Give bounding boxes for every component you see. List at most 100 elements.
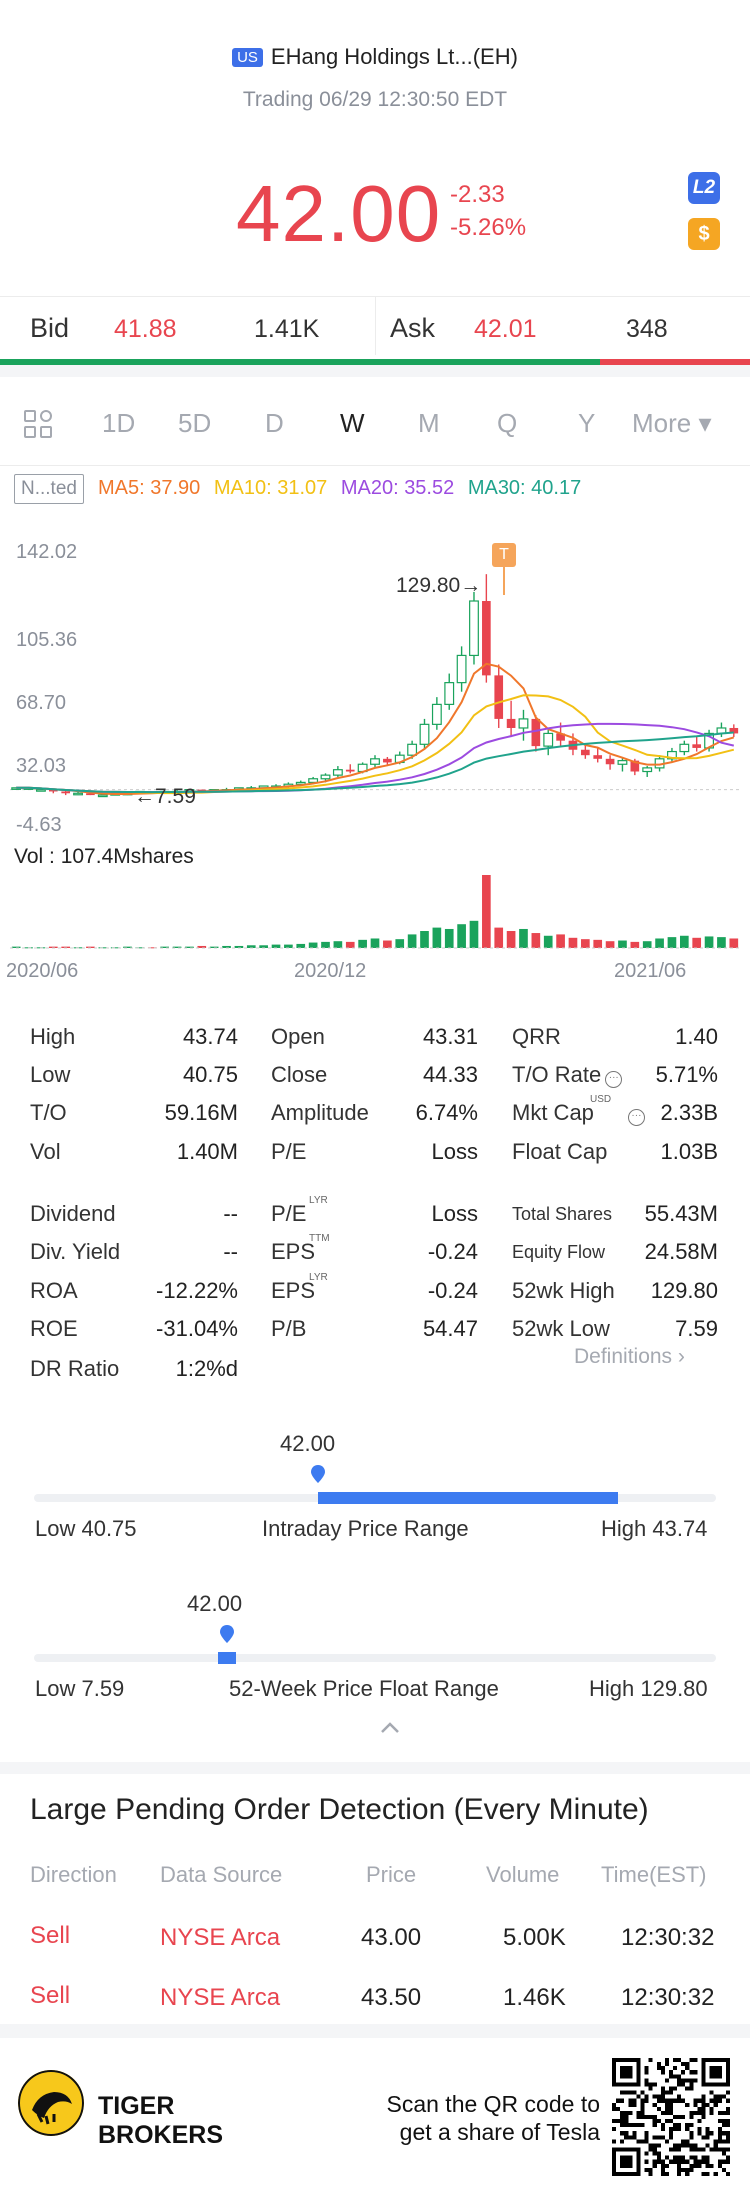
stat-label: P/E LYR [271,1195,328,1226]
qr-module [673,2159,678,2164]
qr-module [664,2110,669,2115]
adjust-toggle[interactable]: N...ted [14,474,84,504]
qr-module [620,2131,625,2136]
qr-module [677,2058,682,2063]
collapse-chevron-icon[interactable] [380,1722,400,1734]
definitions-link[interactable]: Definitions › [574,1345,685,1368]
qr-module [620,2155,633,2168]
stat-label: Div. Yield [30,1239,121,1264]
info-icon[interactable]: ··· [627,1109,645,1126]
volume-bar [333,941,343,948]
qr-module [685,2078,690,2083]
col-header-volume: Volume [486,1862,560,1887]
qr-module [681,2078,686,2083]
candle-body [506,718,516,728]
qr-module [725,2131,730,2136]
stat-label-superscript: USD [590,1094,612,1105]
ask-volume-bar [600,359,750,365]
qr-module [648,2147,653,2152]
section-divider [0,1762,750,1774]
tab-q[interactable]: Q [497,408,518,438]
qr-module [725,2098,730,2103]
qr-module [668,2106,674,2111]
qr-module [689,2135,694,2140]
qr-module [725,2090,730,2095]
qr-module [632,2090,637,2095]
brand-line-2: BROKERS [98,2121,224,2149]
level2-icon[interactable]: L2 [688,172,720,204]
qr-code [612,2058,730,2176]
market-badge: US [232,48,263,67]
volume-bar [259,945,268,948]
volume-bar [568,937,578,948]
candle-body [345,769,355,772]
qr-module [709,2131,714,2136]
price-chart[interactable] [0,530,750,950]
volume-bar [395,939,405,948]
qr-module [636,2110,641,2115]
tab-d[interactable]: D [265,408,284,438]
candle-body [48,789,58,792]
bid-ask-bar[interactable]: Bid 41.88 1.41K Ask 42.01 348 [0,296,750,356]
qr-module [713,2102,718,2107]
qr-module [677,2163,682,2168]
candle-body [332,769,343,776]
volume-bar [209,946,219,948]
qr-module [620,2119,625,2124]
qr-module [677,2155,682,2160]
order-direction: Sell [30,1922,71,1949]
candle-body [444,682,455,705]
x-tick-label: 2020/12 [294,960,367,982]
stat-value: Loss [431,1139,478,1164]
qr-module [725,2155,730,2160]
qr-module [701,2135,706,2140]
tab-more[interactable]: More ▾ [632,408,712,438]
tab-5d[interactable]: 5D [178,408,212,438]
stat-label: Open [271,1024,325,1049]
tab-m[interactable]: M [418,408,440,438]
trade-marker[interactable]: T [492,543,516,567]
tab-w[interactable]: W [340,408,365,438]
chart-period-tabs: 1D 5D D W M Q Y More ▾ [0,378,750,466]
52wk-low-label: Low 7.59 [35,1676,125,1701]
qr-module [624,2123,629,2128]
qr-module [652,2151,657,2156]
location-pin-icon [220,1625,234,1643]
period-low-label: ←7.59 [134,785,196,808]
x-tick-label: 2020/06 [6,960,79,982]
qr-module [648,2167,653,2172]
volume-bar [197,945,207,948]
ask-price: 42.01 [474,315,537,343]
qr-module [721,2110,726,2115]
grid-layout-icon[interactable] [24,410,54,440]
volume-bar [185,946,194,948]
stat-label-superscript: TTM [309,1233,330,1244]
ask-size: 348 [626,315,668,343]
qr-module [656,2143,661,2148]
qr-module [677,2098,682,2103]
volume-bar [61,946,71,948]
stat-value: 1.40 [675,1024,718,1049]
qr-module [677,2082,682,2087]
qr-module [709,2098,714,2103]
52wk-current-label: 42.00 [187,1591,243,1616]
qr-module [652,2143,657,2148]
bid-price: 41.88 [114,315,177,343]
bid-ask-divider [375,297,376,355]
dollar-icon[interactable]: $ [688,218,720,250]
tab-1d[interactable]: 1D [102,408,136,438]
stat-label: Total Shares [512,1204,613,1224]
qr-module [640,2090,645,2095]
last-price: 42.00 [236,169,442,258]
info-icon[interactable]: ··· [605,1071,623,1088]
qr-module [721,2131,726,2136]
qr-module [628,2098,633,2103]
qr-module [697,2163,702,2168]
ma5-value: MA5: 37.90 [97,477,201,499]
volume-bar [630,941,640,948]
qr-module [685,2171,690,2176]
tab-y[interactable]: Y [578,408,596,438]
qr-module [620,2123,625,2128]
stat-label: Dividend [30,1201,116,1226]
qr-module [705,2102,710,2107]
